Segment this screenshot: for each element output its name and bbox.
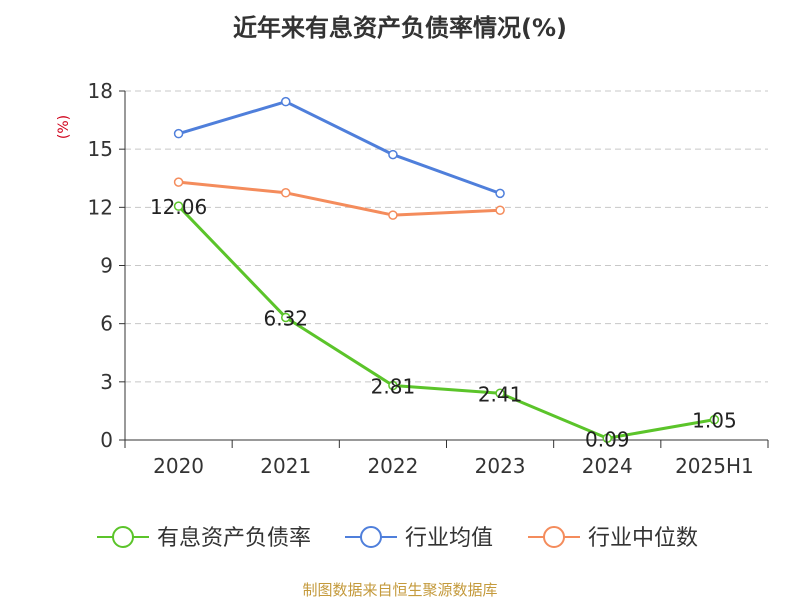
- data-label: 6.32: [263, 306, 308, 330]
- legend-label: 行业均值: [405, 526, 493, 551]
- data-label: 1.05: [692, 409, 737, 433]
- series-point: [495, 205, 505, 215]
- legend-label: 有息资产负债率: [157, 526, 311, 551]
- data-label: 2.41: [478, 382, 523, 406]
- x-tick-label: 2020: [153, 454, 204, 478]
- series-point: [173, 177, 184, 187]
- series-point: [709, 414, 720, 425]
- y-tick-label: 3: [100, 370, 113, 394]
- legend-marker: [543, 526, 565, 548]
- series-point: [173, 201, 184, 211]
- y-tick-label: 12: [88, 195, 113, 219]
- series-point: [388, 380, 398, 391]
- x-tick-label: 2022: [367, 454, 418, 478]
- series-point: [281, 188, 291, 198]
- x-tick-label: 2023: [475, 454, 526, 478]
- grid-lines: [125, 90, 768, 383]
- series-point: [281, 96, 291, 107]
- y-axis-label: (%): [56, 115, 72, 139]
- series-point: [388, 210, 398, 220]
- series-point: [281, 312, 291, 323]
- series-point: [388, 149, 398, 160]
- x-tick-label: 2025H1: [675, 454, 754, 478]
- x-tick-label: 2024: [582, 454, 633, 478]
- legend-marker: [360, 526, 382, 548]
- x-tick-label: 2021: [260, 454, 311, 478]
- y-tick-label: 9: [100, 254, 113, 278]
- legend: 有息资产负债率 行业均值 行业中位数: [97, 526, 698, 551]
- series: [173, 96, 720, 444]
- data-label: 0.09: [585, 427, 630, 451]
- data-labels: 12.06 6.32 2.81 2.41 0.09 1.05: [150, 195, 737, 451]
- data-label: 12.06: [150, 195, 207, 219]
- series-point: [495, 188, 505, 199]
- series-line: [178, 100, 501, 195]
- data-label: 2.81: [371, 375, 416, 399]
- axes: 0 3 6 9 12 15 18 2020 2021 2022 2023 2024 2025H1: [88, 79, 769, 478]
- y-tick-label: 0: [100, 428, 113, 452]
- series-point: [602, 433, 612, 444]
- y-tick-label: 18: [88, 79, 113, 103]
- series-point: [173, 128, 184, 139]
- y-tick-label: 6: [100, 312, 113, 336]
- y-tick-label: 15: [88, 137, 113, 161]
- series-point: [495, 388, 505, 399]
- series-line: [177, 205, 715, 440]
- legend-label: 行业中位数: [588, 526, 698, 551]
- source-note: 制图数据来自恒生聚源数据库: [302, 581, 498, 599]
- chart-title: 近年来有息资产负债率情况(%): [233, 14, 567, 42]
- series-line: [178, 180, 501, 217]
- legend-marker: [112, 526, 134, 548]
